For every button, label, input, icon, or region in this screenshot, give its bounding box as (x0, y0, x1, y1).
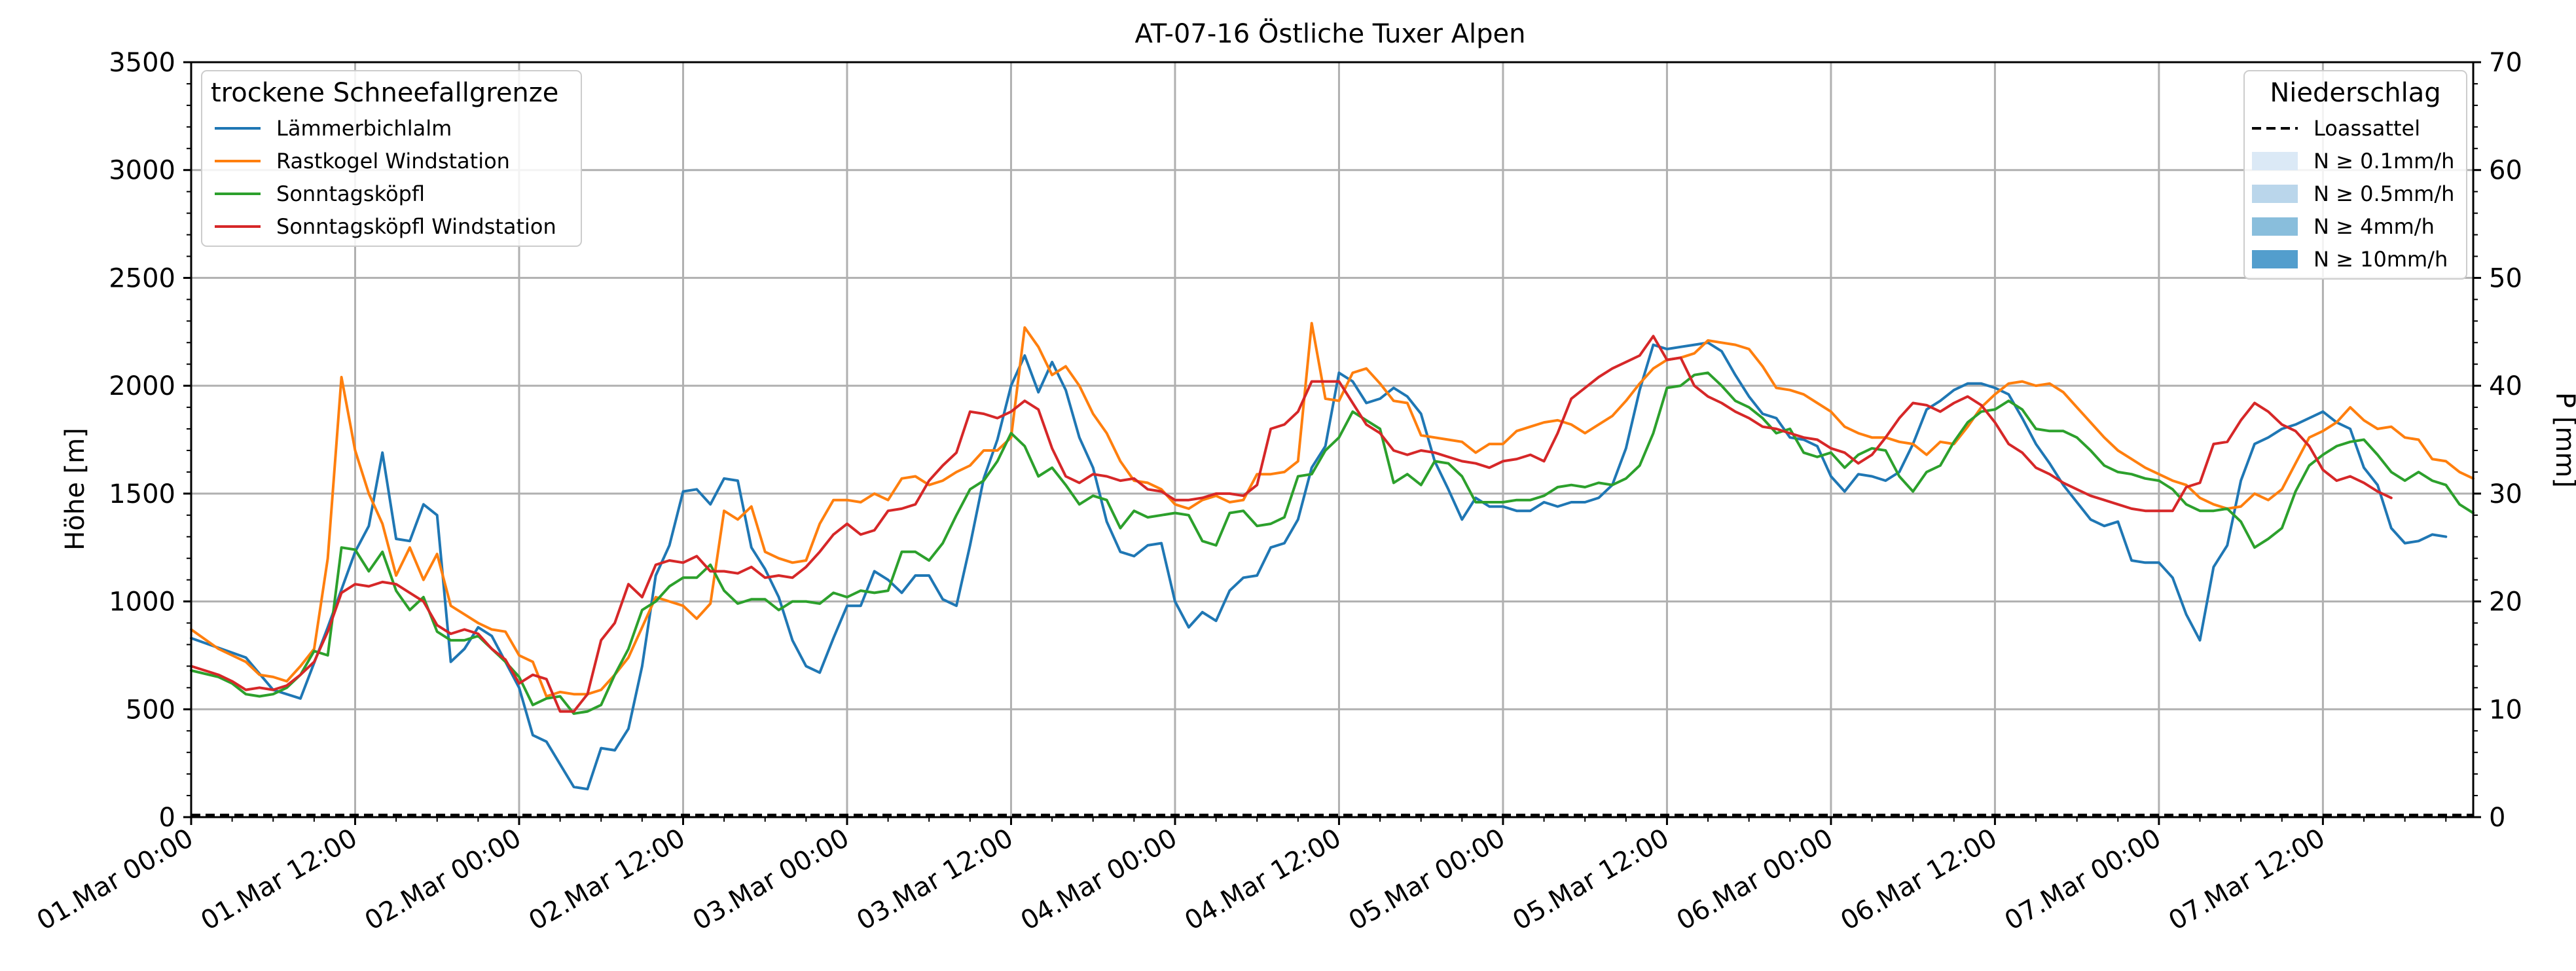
series-sonntagskoepfl (190, 371, 2475, 715)
legend-snow-frame (201, 70, 582, 247)
y2-tick-label: 70 (2489, 48, 2522, 78)
legend-label-rastkogel: Rastkogel Windstation (276, 149, 510, 174)
y-tick-label: 0 (159, 803, 175, 833)
series-sonntagskoepfl-windstation (190, 335, 2393, 713)
legend-label-laemmerbichlalm: Lämmerbichlalm (276, 116, 452, 141)
legend-snow-title: trockene Schneefallgrenze (211, 78, 558, 108)
y-tick-label: 500 (126, 695, 175, 725)
legend-label-sonntagskoepfl: Sonntagsköpfl (276, 181, 425, 206)
y2-axis-label: P [mm] (2550, 392, 2576, 488)
y-tick-label: 3000 (109, 156, 175, 186)
y-tick-label: 2000 (109, 371, 175, 401)
legend-precip: Niederschlag Loassattel N ≥ 0.1mm/h N ≥ … (2243, 70, 2467, 280)
legend-label-n01: N ≥ 0.1mm/h (2313, 149, 2454, 174)
legend-swatch-n01 (2252, 152, 2298, 170)
y2-tick-label: 0 (2489, 803, 2505, 833)
legend-label-n05: N ≥ 0.5mm/h (2313, 181, 2454, 206)
series-rastkogel-windstation (190, 321, 2475, 698)
legend-snow: trockene Schneefallgrenze Lämmerbichlalm… (201, 70, 582, 247)
legend-label-loassattel: Loassattel (2313, 116, 2420, 141)
legend-swatch-n4 (2252, 217, 2298, 236)
legend-swatch-n10 (2252, 250, 2298, 268)
legend-label-sonntagskoepfl-wind: Sonntagsköpfl Windstation (276, 214, 556, 239)
y2-tick-label: 40 (2489, 371, 2522, 401)
series-laemmerbichlalm (190, 341, 2448, 791)
plot-frame (190, 61, 2475, 818)
y2-tick-label: 30 (2489, 479, 2522, 509)
y2-tick-label: 20 (2489, 587, 2522, 617)
legend-precip-frame (2243, 70, 2467, 280)
y2-tick-label: 50 (2489, 263, 2522, 293)
series-layer (190, 321, 2475, 791)
chart-title: AT-07-16 Östliche Tuxer Alpen (1134, 18, 1525, 49)
legend-precip-title: Niederschlag (2270, 78, 2440, 108)
legend-label-n4: N ≥ 4mm/h (2313, 214, 2435, 239)
y2-tick-label: 10 (2489, 695, 2522, 725)
legend-swatch-n05 (2252, 185, 2298, 203)
y-axis-label: Höhe [m] (60, 428, 90, 550)
legend-label-n10: N ≥ 10mm/h (2313, 247, 2448, 272)
y-tick-label: 3500 (109, 48, 175, 78)
y2-tick-label: 60 (2489, 156, 2522, 186)
y-tick-label: 1500 (109, 479, 175, 509)
y-tick-label: 1000 (109, 587, 175, 617)
y-tick-label: 2500 (109, 263, 175, 293)
